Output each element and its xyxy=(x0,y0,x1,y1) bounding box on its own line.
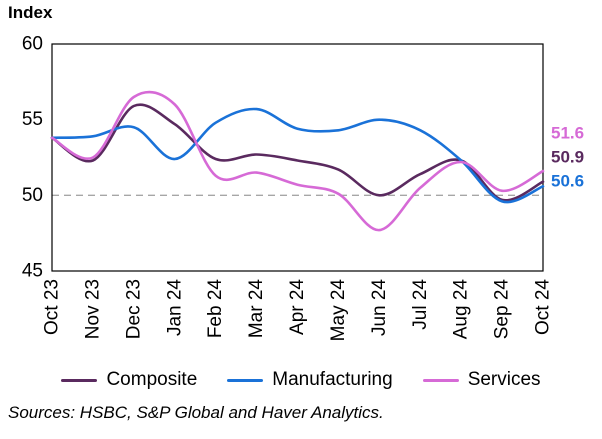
x-tick-label: Oct 23 xyxy=(42,279,63,335)
series-line-manufacturing xyxy=(50,107,545,204)
x-tick-label: Dec 23 xyxy=(123,279,144,339)
x-tick-label: Aug 24 xyxy=(451,279,472,340)
x-tick-label: Jun 24 xyxy=(369,279,390,336)
x-tick-label: Nov 23 xyxy=(82,279,103,339)
end-label-services: 51.6 xyxy=(551,124,584,143)
x-tick-label: Jul 24 xyxy=(410,279,431,330)
series-line-services xyxy=(50,90,545,232)
y-tick-label: 55 xyxy=(22,109,43,130)
end-label-composite: 50.9 xyxy=(551,148,584,167)
composite-line-swatch xyxy=(61,378,98,382)
legend-item-manufacturing: Manufacturing xyxy=(227,369,393,391)
end-label-manufacturing: 50.6 xyxy=(551,172,584,191)
legend-label-manufacturing: Manufacturing xyxy=(272,369,393,390)
legend-label-composite: Composite xyxy=(106,369,198,390)
plot-border xyxy=(51,43,544,272)
x-tick-label: Jan 24 xyxy=(164,279,185,336)
x-tick-label: Feb 24 xyxy=(205,279,226,339)
y-tick-label: 45 xyxy=(22,261,43,282)
services-line-swatch xyxy=(422,378,459,382)
sources-note: Sources: HSBC, S&P Global and Haver Anal… xyxy=(8,403,384,422)
x-tick-label: Oct 24 xyxy=(533,279,554,335)
legend-item-composite: Composite xyxy=(61,369,197,391)
y-tick-label: 60 xyxy=(22,34,43,55)
legend-label-services: Services xyxy=(467,369,541,390)
manufacturing-line-swatch xyxy=(227,378,264,382)
legend: Composite Manufacturing Services xyxy=(0,369,602,391)
y-tick-label: 50 xyxy=(22,185,43,206)
x-tick-label: Apr 24 xyxy=(287,279,308,335)
x-tick-label: Mar 24 xyxy=(246,279,267,339)
legend-item-services: Services xyxy=(422,369,541,391)
x-tick-label: Sep 24 xyxy=(492,279,513,340)
chart-title: Index xyxy=(8,3,53,22)
x-tick-label: May 24 xyxy=(328,279,349,342)
